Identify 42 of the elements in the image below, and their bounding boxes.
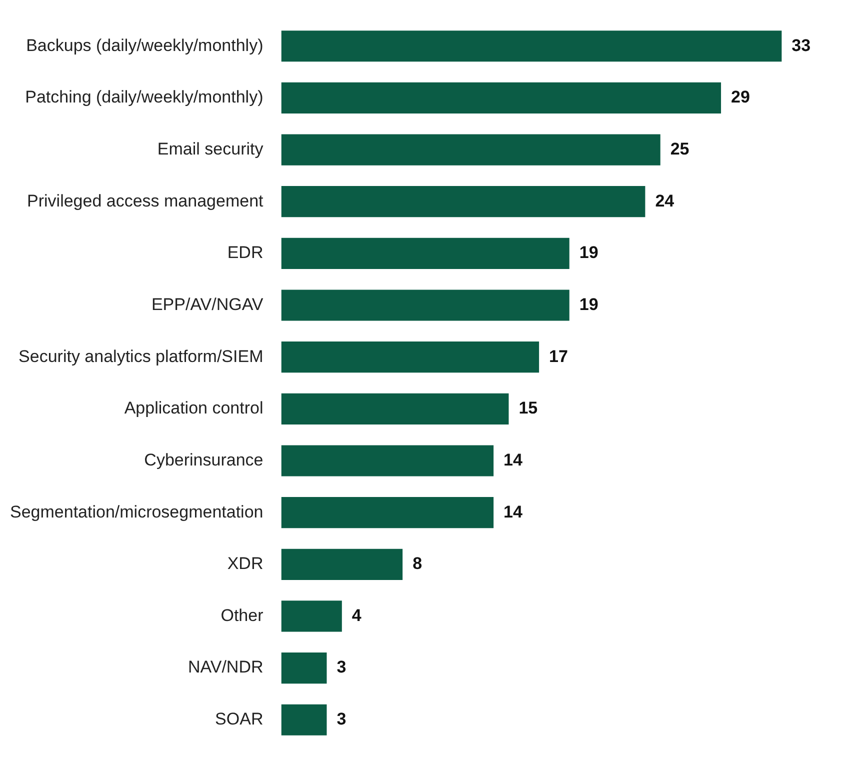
y-tick-label: Patching (daily/weekly/monthly) — [25, 88, 264, 107]
data-label: 15 — [518, 398, 538, 418]
bar — [281, 238, 570, 269]
bar — [281, 445, 494, 476]
y-tick-label: Backups (daily/weekly/monthly) — [26, 36, 264, 55]
bar — [281, 548, 403, 580]
y-tick-label: SOAR — [215, 710, 264, 729]
y-tick-label: Segmentation/microsegmentation — [10, 502, 264, 522]
bar — [281, 134, 660, 166]
bar — [281, 82, 722, 114]
data-label: 33 — [792, 36, 811, 55]
bar — [281, 30, 782, 62]
y-tick-label: EDR — [227, 243, 264, 262]
y-tick-label: Cyberinsurance — [144, 450, 264, 470]
data-label: 4 — [352, 606, 362, 625]
bar — [281, 497, 494, 528]
y-tick-label: Email security — [157, 139, 264, 158]
data-label: 3 — [336, 710, 346, 729]
bar — [281, 342, 540, 373]
data-label: 3 — [336, 658, 346, 677]
y-tick-label: Application control — [124, 398, 264, 418]
bar — [281, 290, 570, 321]
data-label: 8 — [412, 554, 422, 574]
y-tick-label: EPP/AV/NGAV — [151, 294, 264, 314]
y-tick-label: Other — [220, 606, 264, 625]
data-label: 17 — [549, 346, 568, 366]
bar — [281, 186, 646, 218]
data-label: 29 — [731, 88, 750, 107]
y-tick-label: NAV/NDR — [188, 658, 264, 677]
y-tick-label: Privileged access management — [27, 191, 264, 210]
data-label: 19 — [579, 294, 598, 314]
y-tick-label: XDR — [227, 554, 264, 574]
bar — [281, 652, 327, 684]
bar — [281, 600, 342, 632]
data-label: 25 — [670, 139, 690, 158]
bar — [281, 393, 509, 424]
bar — [281, 704, 327, 736]
data-label: 24 — [655, 191, 675, 210]
data-label: 14 — [504, 450, 524, 470]
data-label: 14 — [504, 502, 524, 522]
data-label: 19 — [579, 243, 598, 262]
y-tick-label: Security analytics platform/SIEM — [18, 346, 264, 366]
